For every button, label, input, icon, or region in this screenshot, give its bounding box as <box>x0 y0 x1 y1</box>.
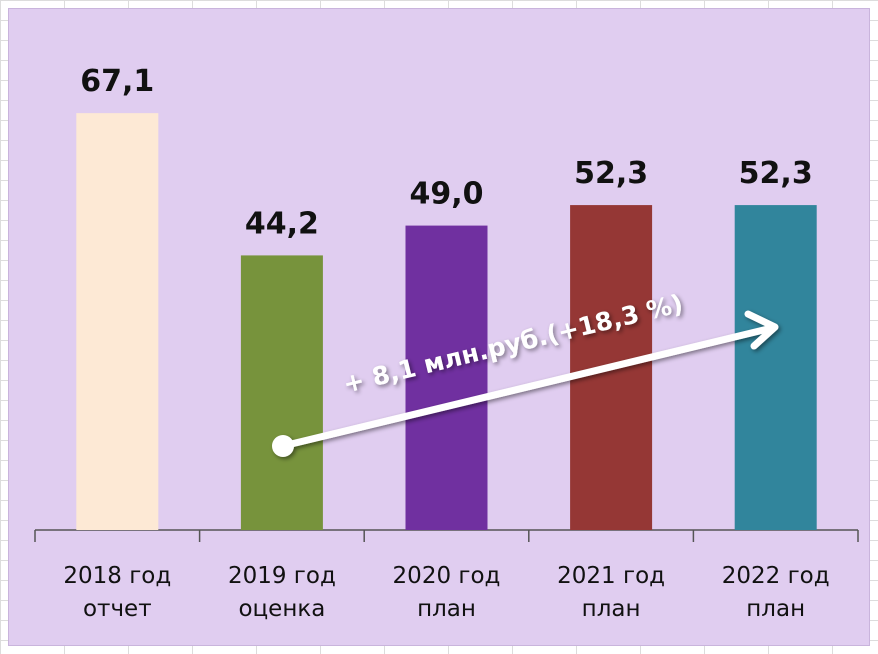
bar <box>734 205 817 530</box>
value-label: 44,2 <box>245 206 319 241</box>
trend-arrow: + 8,1 млн.руб.(+18,3 %) <box>272 289 779 457</box>
x-tick-label: 2019 год оценка <box>227 563 336 622</box>
x-tick-label: 2021 год план <box>557 563 666 622</box>
bar <box>240 255 323 530</box>
x-tick-label: 2020 год план <box>392 563 501 622</box>
value-label: 52,3 <box>739 156 813 191</box>
x-tick-label: 2018 год отчет <box>63 563 172 622</box>
value-label: 67,1 <box>80 64 154 99</box>
bar <box>405 225 488 530</box>
value-label: 49,0 <box>409 177 483 212</box>
bar <box>76 113 159 531</box>
value-label: 52,3 <box>574 156 648 191</box>
x-tick-label: 2022 год план <box>721 563 830 622</box>
